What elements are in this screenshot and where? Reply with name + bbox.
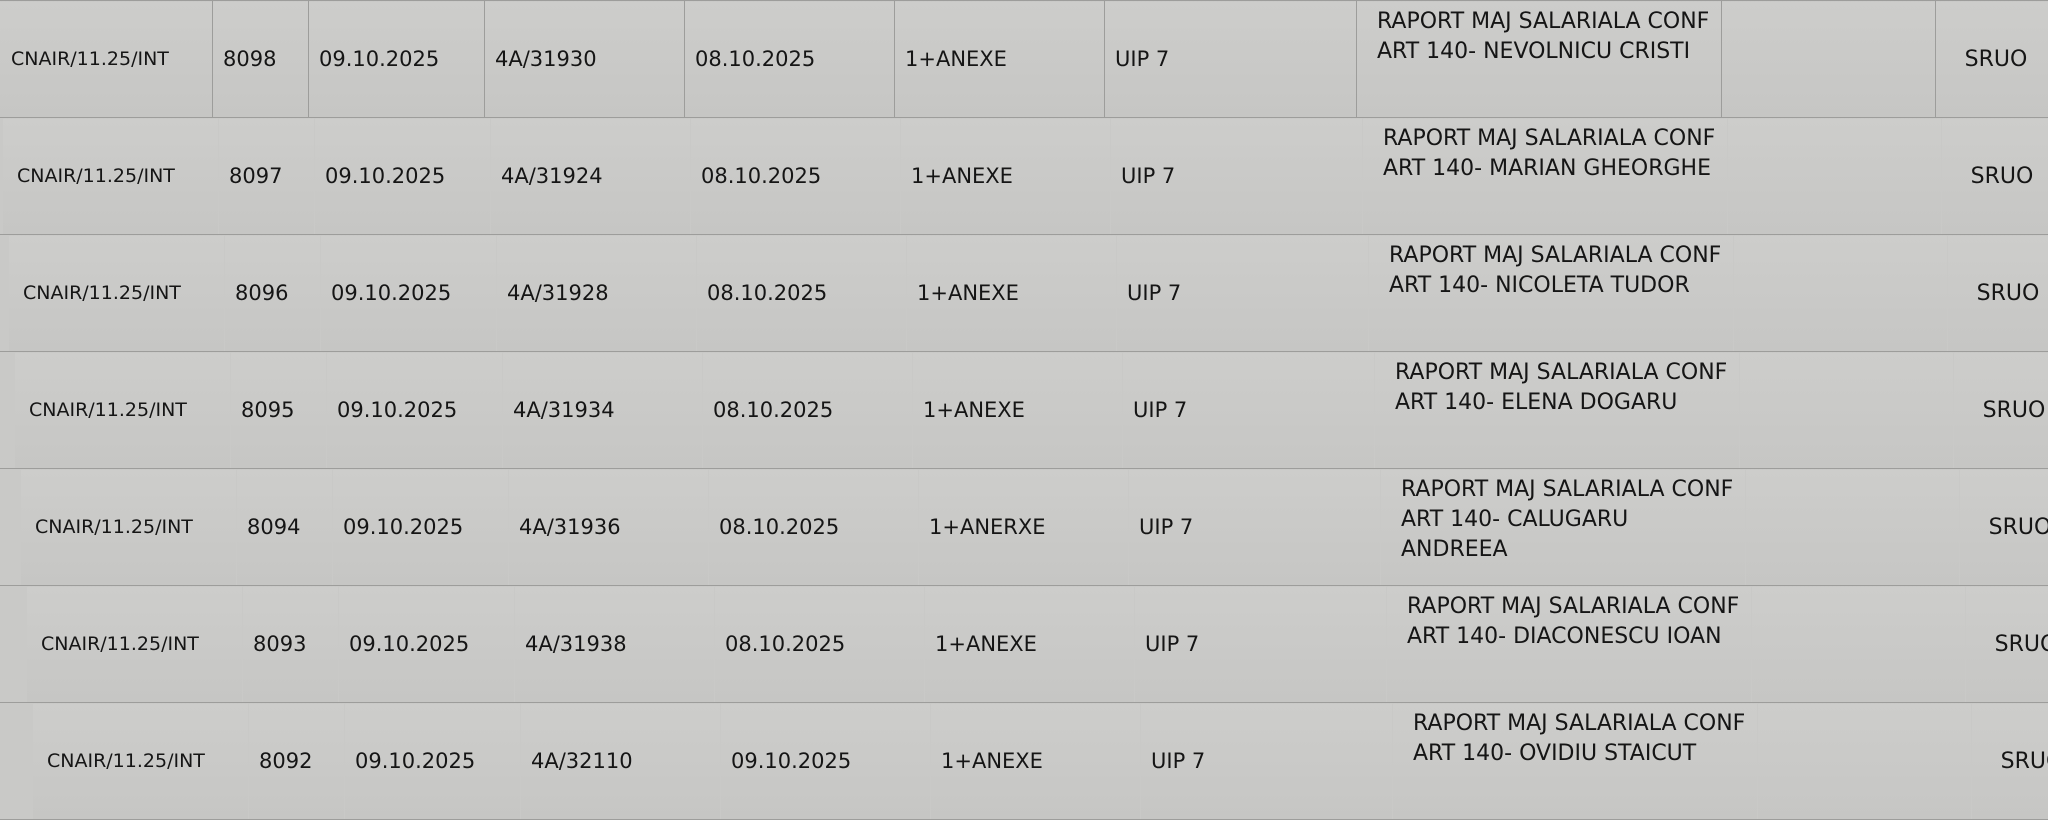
reference-cell[interactable]: 4A/31934: [503, 352, 703, 469]
sender-cell[interactable]: UIP 7: [1123, 352, 1375, 469]
empty-cell[interactable]: [1728, 118, 1942, 235]
attachments-cell[interactable]: 1+ANEXE: [907, 235, 1117, 352]
date-cell[interactable]: 09.10.2025: [309, 1, 485, 118]
department-cell[interactable]: SRUO: [1948, 235, 2048, 352]
registry-code-cell[interactable]: CNAIR/11.25/INT: [21, 469, 237, 586]
department-cell[interactable]: SRUO: [1954, 352, 2048, 469]
attachments-cell[interactable]: 1+ANEXE: [895, 1, 1105, 118]
sender-cell[interactable]: UIP 7: [1105, 1, 1357, 118]
description-cell[interactable]: RAPORT MAJ SALARIALA CONF ART 140- MARIA…: [1363, 118, 1728, 235]
reference-cell[interactable]: 4A/31928: [497, 235, 697, 352]
table-row[interactable]: CNAIR/11.25/INT 8095 09.10.2025 4A/31934…: [15, 352, 2048, 469]
department-cell[interactable]: SRUO: [1960, 469, 2048, 586]
description-cell[interactable]: RAPORT MAJ SALARIALA CONF ART 140- CALUG…: [1381, 469, 1746, 586]
department-cell[interactable]: SRUO: [1966, 586, 2048, 703]
reference-date-cell[interactable]: 08.10.2025: [697, 235, 907, 352]
empty-cell[interactable]: [1734, 235, 1948, 352]
empty-cell[interactable]: [1752, 586, 1966, 703]
reference-date-cell[interactable]: 08.10.2025: [685, 1, 895, 118]
description-cell[interactable]: RAPORT MAJ SALARIALA CONF ART 140- DIACO…: [1387, 586, 1752, 703]
empty-cell[interactable]: [1722, 1, 1936, 118]
number-cell[interactable]: 8098: [213, 1, 309, 118]
empty-cell[interactable]: [1740, 352, 1954, 469]
attachments-cell[interactable]: 1+ANEXE: [931, 703, 1141, 820]
number-cell[interactable]: 8097: [219, 118, 315, 235]
table-row[interactable]: CNAIR/11.25/INT 8092 09.10.2025 4A/32110…: [33, 703, 2048, 820]
number-cell[interactable]: 8096: [225, 235, 321, 352]
description-cell[interactable]: RAPORT MAJ SALARIALA CONF ART 140- OVIDI…: [1393, 703, 1758, 820]
sender-cell[interactable]: UIP 7: [1135, 586, 1387, 703]
sender-cell[interactable]: UIP 7: [1141, 703, 1393, 820]
reference-cell[interactable]: 4A/31938: [515, 586, 715, 703]
table-row[interactable]: CNAIR/11.25/INT 8094 09.10.2025 4A/31936…: [21, 469, 2048, 586]
table-row[interactable]: CNAIR/11.25/INT 8096 09.10.2025 4A/31928…: [9, 235, 2048, 352]
empty-cell[interactable]: [1746, 469, 1960, 586]
reference-cell[interactable]: 4A/31930: [485, 1, 685, 118]
attachments-cell[interactable]: 1+ANEXE: [901, 118, 1111, 235]
reference-cell[interactable]: 4A/31924: [491, 118, 691, 235]
department-cell[interactable]: SRUO: [1972, 703, 2048, 820]
reference-date-cell[interactable]: 08.10.2025: [709, 469, 919, 586]
reference-date-cell[interactable]: 08.10.2025: [691, 118, 901, 235]
date-cell[interactable]: 09.10.2025: [345, 703, 521, 820]
registry-code-cell[interactable]: CNAIR/11.25/INT: [27, 586, 243, 703]
date-cell[interactable]: 09.10.2025: [327, 352, 503, 469]
date-cell[interactable]: 09.10.2025: [333, 469, 509, 586]
table-row[interactable]: CNAIR/11.25/INT 8093 09.10.2025 4A/31938…: [27, 586, 2048, 703]
description-cell[interactable]: RAPORT MAJ SALARIALA CONF ART 140- NICOL…: [1369, 235, 1734, 352]
number-cell[interactable]: 8093: [243, 586, 339, 703]
attachments-cell[interactable]: 1+ANERXE: [919, 469, 1129, 586]
sender-cell[interactable]: UIP 7: [1117, 235, 1369, 352]
table-row[interactable]: CNAIR/11.25/INT 8098 09.10.2025 4A/31930…: [0, 1, 2048, 118]
registry-code-cell[interactable]: CNAIR/11.25/INT: [33, 703, 249, 820]
description-cell[interactable]: RAPORT MAJ SALARIALA CONF ART 140- NEVOL…: [1357, 1, 1722, 118]
reference-cell[interactable]: 4A/32110: [521, 703, 721, 820]
reference-date-cell[interactable]: 08.10.2025: [715, 586, 925, 703]
reference-date-cell[interactable]: 09.10.2025: [721, 703, 931, 820]
registry-code-cell[interactable]: CNAIR/11.25/INT: [15, 352, 231, 469]
attachments-cell[interactable]: 1+ANEXE: [913, 352, 1123, 469]
number-cell[interactable]: 8092: [249, 703, 345, 820]
date-cell[interactable]: 09.10.2025: [321, 235, 497, 352]
number-cell[interactable]: 8094: [237, 469, 333, 586]
attachments-cell[interactable]: 1+ANEXE: [925, 586, 1135, 703]
date-cell[interactable]: 09.10.2025: [339, 586, 515, 703]
sender-cell[interactable]: UIP 7: [1111, 118, 1363, 235]
empty-cell[interactable]: [1758, 703, 1972, 820]
department-cell[interactable]: SRUO: [1936, 1, 2048, 118]
registry-code-cell[interactable]: CNAIR/11.25/INT: [0, 1, 213, 118]
reference-date-cell[interactable]: 08.10.2025: [703, 352, 913, 469]
date-cell[interactable]: 09.10.2025: [315, 118, 491, 235]
sender-cell[interactable]: UIP 7: [1129, 469, 1381, 586]
registry-code-cell[interactable]: CNAIR/11.25/INT: [3, 118, 219, 235]
description-cell[interactable]: RAPORT MAJ SALARIALA CONF ART 140- ELENA…: [1375, 352, 1740, 469]
number-cell[interactable]: 8095: [231, 352, 327, 469]
reference-cell[interactable]: 4A/31936: [509, 469, 709, 586]
table-row[interactable]: CNAIR/11.25/INT 8097 09.10.2025 4A/31924…: [3, 118, 2048, 235]
department-cell[interactable]: SRUO: [1942, 118, 2048, 235]
registry-code-cell[interactable]: CNAIR/11.25/INT: [9, 235, 225, 352]
